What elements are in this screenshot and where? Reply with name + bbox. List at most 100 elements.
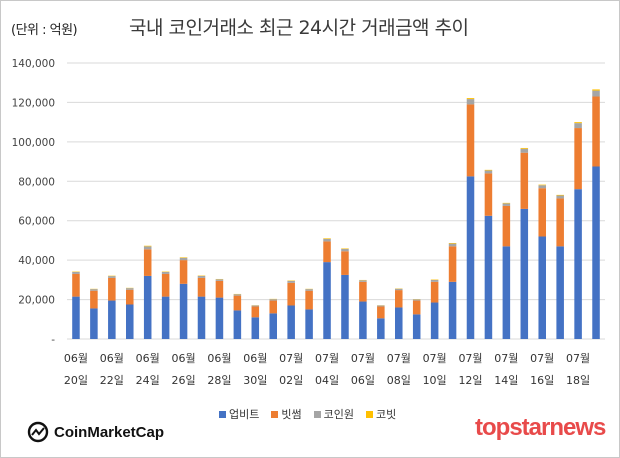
legend-label: 코빗 [376,408,397,421]
bar-segment-bithumb [233,295,242,311]
bar-segment-coinone [412,299,421,301]
bar-segment-upbit [502,246,511,339]
y-tick-label: 40,000 [18,255,55,267]
bar-segment-korbit [466,98,475,100]
y-tick-label: 20,000 [18,295,55,307]
y-tick-label: 100,000 [12,137,55,149]
bar-segment-bithumb [484,173,493,216]
bar-segment-bithumb [556,198,564,247]
bar-segment-upbit [538,236,546,339]
bar-segment-upbit [484,215,493,339]
bar-segment-bithumb [72,273,80,297]
bar-segment-bithumb [108,277,116,301]
x-tick-month: 07월 [530,352,554,365]
bar-segment-coinone [484,170,493,174]
bar-segment-bithumb [448,246,457,282]
bar-segment-coinone [197,275,206,278]
bar-segment-bithumb [377,306,385,319]
bar-segment-korbit [538,184,546,186]
bar-segment-coinone [592,90,600,97]
x-tick-month: 06월 [243,352,267,365]
bar-segment-upbit [251,317,260,339]
x-tick-day: 30일 [243,373,267,387]
stacked-bar-chart: - 20,000 40,000 60,000 80,000 100,000 120,000 1… [12,58,605,387]
x-tick-month: 06월 [136,352,160,365]
chart-legend: 업비트 빗썸 코인원 코빗 [219,406,396,422]
bar-segment-coinone [359,280,367,282]
bar-segment-coinone [251,305,260,307]
bar-segment-coinone [430,279,439,282]
x-tick-month: 07월 [315,352,339,365]
chart-title: 국내 코인거래소 최근 24시간 거래금액 추이 [129,17,469,39]
bar-segment-coinone [574,123,582,129]
x-tick-day: 12일 [458,373,482,387]
legend-label: 빗썸 [281,408,302,421]
x-tick-day: 24일 [136,373,160,387]
legend-label: 코인원 [323,408,354,421]
bar-segment-coinone [90,289,98,291]
x-tick-day: 18일 [566,373,590,387]
bar-segment-korbit [484,169,493,171]
bar-segment-upbit [233,310,242,339]
x-tick-month: 07월 [494,352,518,365]
x-tick-day: 26일 [172,373,196,387]
y-tick-label: 140,000 [12,58,55,70]
bar-segment-bithumb [412,300,421,315]
x-tick-month: 07월 [423,352,447,365]
bar-segment-upbit [305,309,313,339]
bar-segment-korbit [592,89,600,91]
bar-segment-coinone [179,257,188,261]
bar-segment-coinone [466,99,475,105]
bar-segment-korbit [323,238,331,239]
legend-swatch [219,410,226,418]
bar-segment-coinone [520,148,529,153]
bar-segment-coinone [556,195,564,199]
bar-segment-upbit [520,208,529,339]
bar-segment-bithumb [197,277,206,297]
bar-segment-upbit [574,189,582,339]
coinmarketcap-label: CoinMarketCap [54,423,165,441]
bar-segment-upbit [448,281,457,339]
bar-segment-upbit [197,296,206,339]
y-tick-label: 60,000 [18,216,55,228]
bar-segment-coinone [269,299,277,301]
bar-segment-upbit [161,296,170,339]
bar-segment-korbit [574,122,582,124]
bar-segment-bithumb [359,281,367,302]
bar-segment-coinone [305,289,313,291]
x-tick-day: 22일 [100,373,124,387]
bar-segment-korbit [520,147,529,149]
bar-segment-upbit [143,275,152,339]
bar-segment-upbit [466,176,475,339]
bar-segment-upbit [215,297,224,339]
legend-item-coinone: 코인원 [313,406,354,422]
bar-segment-bithumb [341,251,349,275]
bar-segment-coinone [341,248,349,252]
y-tick-label: 120,000 [12,97,55,109]
bar-segment-upbit [269,313,277,339]
bar-segment-korbit [556,194,564,196]
bar-segment-coinone [126,288,134,290]
x-tick-day: 10일 [423,373,447,387]
x-tick-day: 14일 [494,373,518,387]
bar-segment-bithumb [251,306,260,318]
x-tick-day: 06일 [351,373,375,387]
bar-segment-coinone [287,280,295,283]
bar-segment-upbit [592,166,600,339]
legend-item-upbit: 업비트 [219,406,259,422]
legend-swatch [271,410,279,418]
legend-label: 업비트 [229,408,260,421]
bar-segment-bithumb [90,290,98,309]
bar-segment-upbit [90,308,98,339]
bar-segment-bithumb [179,260,188,284]
bar-segment-bithumb [538,188,546,237]
x-tick-day: 08일 [387,373,411,387]
bar-segment-bithumb [395,290,403,308]
bar-segment-upbit [341,274,349,339]
bar-segment-coinone [448,243,457,247]
bar-segment-bithumb [574,128,582,190]
bar-segment-upbit [359,301,367,339]
y-tick-label: 80,000 [18,176,55,188]
bar-segment-bithumb [502,205,511,247]
